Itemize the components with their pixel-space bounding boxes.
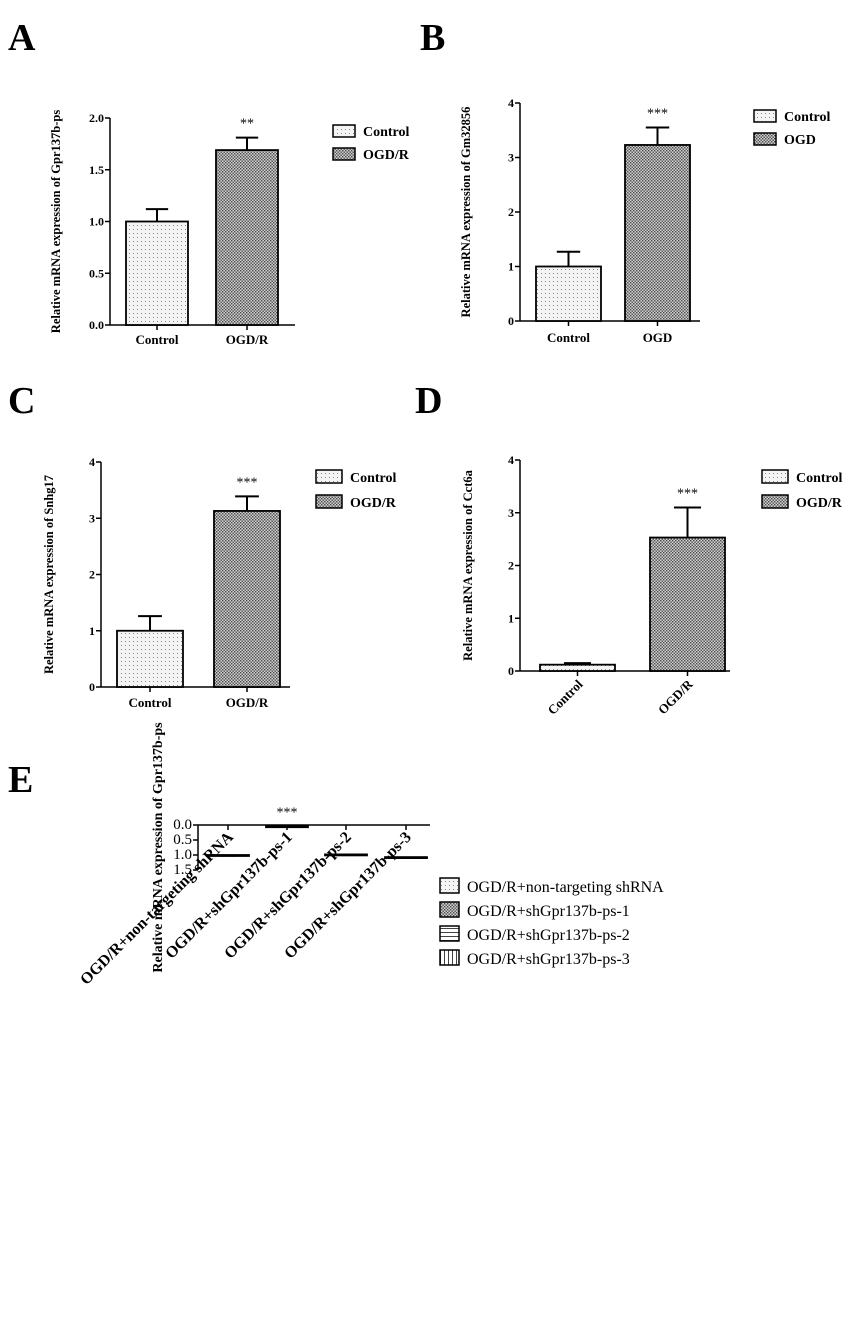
legend-swatch <box>315 469 343 484</box>
legend-swatch <box>753 109 777 123</box>
y-tick-label: 1.5 <box>89 163 104 177</box>
y-tick-label: 1 <box>89 624 95 638</box>
panel-d: D 0 1 2 3 4 Relative mRNA expression of Cct6a C… <box>415 380 843 718</box>
y-tick-label: 2 <box>508 559 514 573</box>
panel-letter: B <box>420 17 445 59</box>
y-tick-label: 3 <box>508 151 514 165</box>
panel-a: A 0.0 0.5 1.0 1.5 2.0 Relative mRNA expression… <box>8 17 410 347</box>
legend-swatch <box>761 469 789 484</box>
x-tick-label: OGD/R <box>226 695 269 710</box>
x-tick-label: Control <box>128 695 171 710</box>
bar-1 <box>206 854 250 857</box>
bar-2 <box>215 149 279 326</box>
y-tick-label: 0 <box>508 314 514 328</box>
x-tick-label: OGD/R+shGpr137b-ps-3 <box>281 829 415 963</box>
x-tick-label: OGD <box>643 330 673 345</box>
bar-2 <box>213 510 281 688</box>
panel-e: E 0.00.51.01.5 Relative mRNA expression of… <box>8 722 664 989</box>
y-tick-label: 3 <box>89 511 95 525</box>
significance-label: ** <box>240 117 254 132</box>
y-tick-label: 0.0 <box>173 817 192 833</box>
y-tick-label: 1 <box>508 260 514 274</box>
legend-label: Control <box>363 125 410 140</box>
legend-label: OGD/R <box>363 148 410 163</box>
y-tick-label: 1.5 <box>173 862 192 878</box>
legend-swatch <box>439 949 460 966</box>
y-tick-label: 4 <box>508 96 514 110</box>
y-tick-label: 1 <box>508 611 514 625</box>
bar-1 <box>535 265 602 322</box>
legend-swatch <box>439 877 460 894</box>
legend-swatch <box>761 494 789 509</box>
legend-swatch <box>439 901 460 918</box>
legend-swatch <box>315 494 343 509</box>
significance-label: *** <box>647 107 668 122</box>
y-axis-title: Relative mRNA expression of Gpr137b-ps <box>151 722 166 973</box>
significance-label: *** <box>677 486 698 501</box>
bar-2 <box>649 536 726 672</box>
y-axis-title: Relative mRNA expression of Gm32856 <box>459 107 473 318</box>
legend-swatch <box>332 124 356 138</box>
y-tick-label: 0 <box>508 664 514 678</box>
y-tick-label: 4 <box>508 453 514 467</box>
bar-1 <box>539 663 616 672</box>
panel-letter: E <box>8 759 33 801</box>
x-tick-label: Control <box>545 676 586 717</box>
y-tick-label: 2.0 <box>89 111 104 125</box>
y-tick-label: 4 <box>89 455 95 469</box>
x-tick-label: OGD/R <box>655 676 696 717</box>
panel-letter: C <box>8 380 35 422</box>
x-tick-label: Control <box>135 332 178 347</box>
legend-swatch <box>753 132 777 146</box>
y-axis-title: Relative mRNA expression of Cct6a <box>461 469 475 660</box>
legend-label: Control <box>796 471 843 486</box>
y-tick-label: 0.5 <box>173 832 192 848</box>
panel-letter: D <box>415 380 442 422</box>
y-tick-label: 0.5 <box>89 266 104 280</box>
bar-3 <box>324 853 368 857</box>
bar-2 <box>624 144 691 322</box>
legend-label: OGD/R+shGpr137b-ps-2 <box>467 927 630 944</box>
y-axis-title: Relative mRNA expression of Gpr137b-ps <box>49 110 63 334</box>
legend-label: OGD/R+shGpr137b-ps-3 <box>467 951 630 968</box>
significance-label: *** <box>237 475 258 490</box>
legend-label: OGD/R+shGpr137b-ps-1 <box>467 903 630 920</box>
panel-letter: A <box>8 17 36 59</box>
bar-1 <box>125 220 189 326</box>
y-axis-title: Relative mRNA expression of Snhg17 <box>42 475 56 674</box>
legend-swatch <box>439 925 460 942</box>
y-tick-label: 3 <box>508 506 514 520</box>
significance-label: *** <box>277 806 298 821</box>
x-tick-label: Control <box>547 330 590 345</box>
y-tick-label: 1.0 <box>89 215 104 229</box>
y-tick-label: 0 <box>89 680 95 694</box>
legend-label: OGD/R <box>350 496 397 511</box>
legend-label: OGD <box>784 133 816 148</box>
legend-label: Control <box>350 471 397 486</box>
legend-label: OGD/R+non-targeting shRNA <box>467 879 664 896</box>
y-tick-label: 2 <box>89 568 95 582</box>
panel-c: C 0 1 2 3 4 Relative mRNA expression of Snhg17… <box>8 380 397 710</box>
y-tick-label: 1.0 <box>173 847 192 863</box>
y-tick-label: 0.0 <box>89 318 104 332</box>
bar-4 <box>384 856 428 859</box>
legend-label: Control <box>784 110 831 125</box>
panel-b: B 0 1 2 3 4 Relative mRNA expression of Gm3285… <box>420 17 831 345</box>
legend-swatch <box>332 147 356 161</box>
bar-1 <box>116 629 184 688</box>
x-tick-label: OGD/R <box>226 332 269 347</box>
y-tick-label: 2 <box>508 205 514 219</box>
legend-label: OGD/R <box>796 496 843 511</box>
